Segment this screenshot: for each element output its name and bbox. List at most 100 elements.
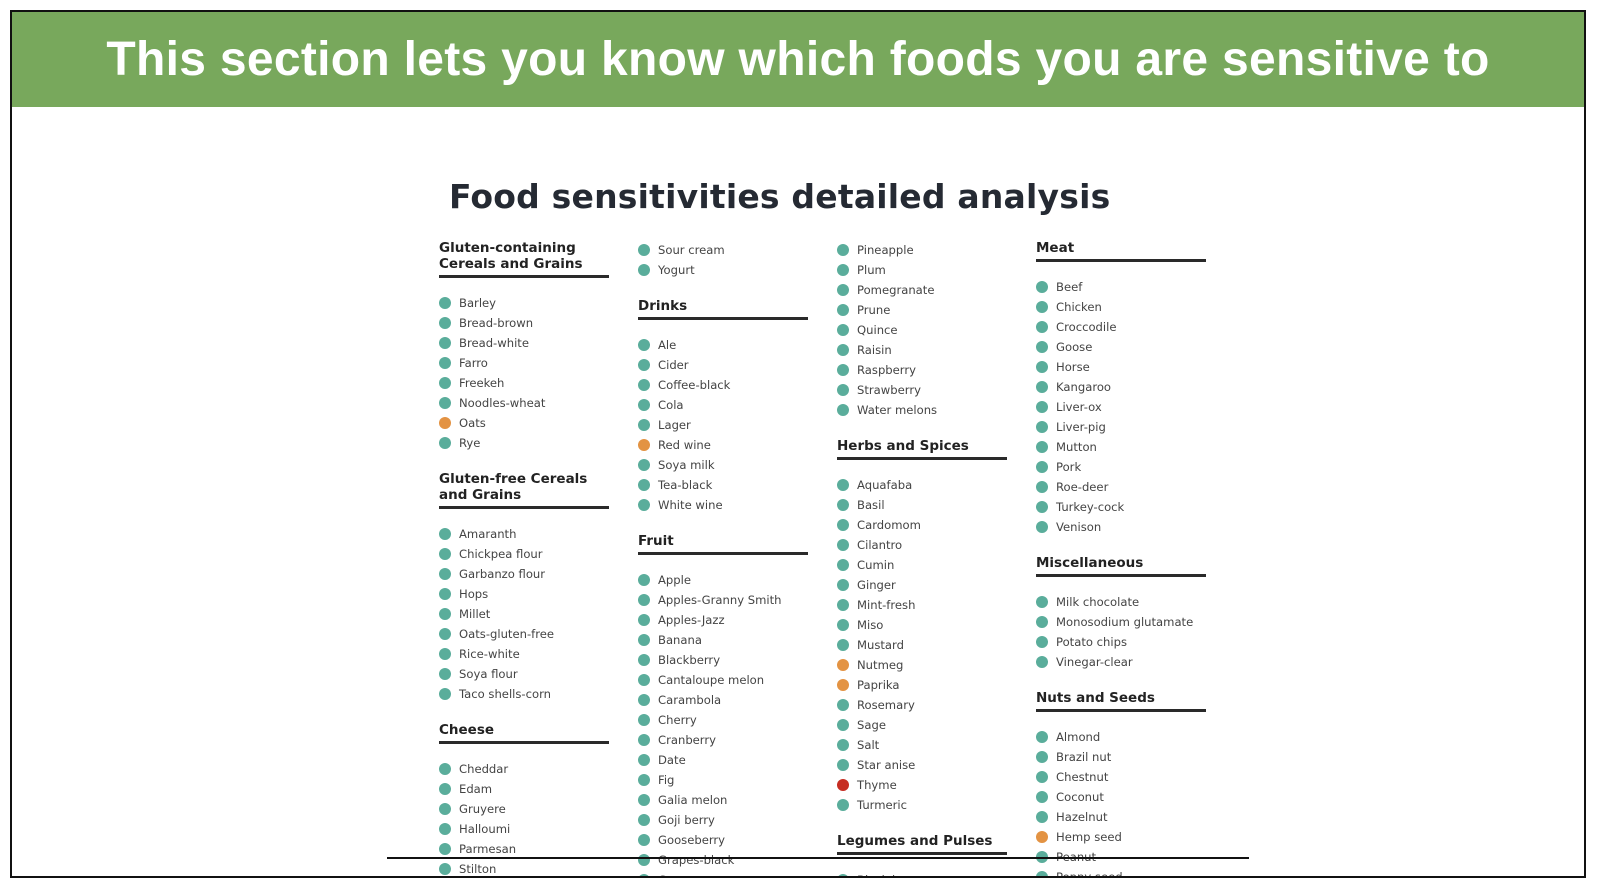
sensitivity-dot-icon <box>1036 441 1048 453</box>
sensitivity-dot-icon <box>1036 636 1048 648</box>
food-category: Nuts and Seeds Almond Brazil nut Chestnut Co… <box>1036 690 1216 876</box>
food-item-label: Brazil nut <box>1056 750 1112 764</box>
food-item-label: Turkey-cock <box>1056 500 1125 514</box>
sensitivity-dot-icon <box>638 339 650 351</box>
sensitivity-dot-icon <box>638 419 650 431</box>
food-item: Hops <box>439 584 619 604</box>
sensitivity-dot-icon <box>1036 656 1048 668</box>
sensitivity-dot-icon <box>439 803 451 815</box>
food-item-label: Paprika <box>857 678 900 692</box>
food-category: Cheese Cheddar Edam Gruyere Halloumi Parmesan… <box>439 722 619 876</box>
sensitivity-dot-icon <box>638 674 650 686</box>
sensitivity-dot-icon <box>1036 421 1048 433</box>
food-item: Roe-deer <box>1036 477 1216 497</box>
category-underline <box>439 506 609 509</box>
category-underline <box>439 741 609 744</box>
sensitivity-dot-icon <box>1036 401 1048 413</box>
food-item-label: Carambola <box>658 693 722 707</box>
sensitivity-dot-icon <box>439 608 451 620</box>
category-underline <box>439 275 609 278</box>
column-1: Gluten-containing Cereals and Grains Barl… <box>439 240 619 876</box>
food-item-label: Plum <box>857 263 886 277</box>
sensitivity-dot-icon <box>837 384 849 396</box>
food-item: Basil <box>837 495 1017 515</box>
sensitivity-dot-icon <box>439 437 451 449</box>
food-item-label: Liver-pig <box>1056 420 1106 434</box>
sensitivity-dot-icon <box>1036 281 1048 293</box>
column-3: Pineapple Plum Pomegranate Prune Quince Raisi… <box>837 240 1017 876</box>
category-title: Cheese <box>439 722 495 738</box>
sensitivity-dot-icon <box>439 357 451 369</box>
sensitivity-dot-icon <box>638 814 650 826</box>
sensitivity-dot-icon <box>638 734 650 746</box>
food-item: Horse <box>1036 357 1216 377</box>
food-item-label: Croccodile <box>1056 320 1117 334</box>
food-item-label: Taco shells-corn <box>459 687 551 701</box>
sensitivity-dot-icon <box>837 479 849 491</box>
sensitivity-dot-icon <box>837 779 849 791</box>
slide-frame: This section lets you know which foods y… <box>10 10 1586 878</box>
category-underline <box>837 852 1007 855</box>
food-item-label: Lager <box>658 418 691 432</box>
food-item-label: Fig <box>658 773 675 787</box>
food-item-label: Black beans <box>857 873 927 876</box>
sensitivity-dot-icon <box>1036 321 1048 333</box>
sensitivity-dot-icon <box>439 648 451 660</box>
food-item-label: Soya milk <box>658 458 715 472</box>
food-item-label: Hemp seed <box>1056 830 1122 844</box>
food-item: Hazelnut <box>1036 807 1216 827</box>
food-item: Grapes-black <box>638 850 818 870</box>
sensitivity-dot-icon <box>1036 596 1048 608</box>
food-item-label: Blackberry <box>658 653 721 667</box>
food-item-label: Basil <box>857 498 885 512</box>
sensitivity-dot-icon <box>439 417 451 429</box>
food-item: Amaranth <box>439 524 619 544</box>
food-item-label: Farro <box>459 356 488 370</box>
sensitivity-dot-icon <box>638 694 650 706</box>
sensitivity-dot-icon <box>1036 301 1048 313</box>
food-item: Turmeric <box>837 795 1017 815</box>
food-item-label: Pork <box>1056 460 1082 474</box>
food-item: Garbanzo flour <box>439 564 619 584</box>
food-item-label: Mustard <box>857 638 904 652</box>
food-item: Miso <box>837 615 1017 635</box>
sensitivity-dot-icon <box>1036 501 1048 513</box>
page-title: Food sensitivities detailed analysis <box>449 177 1111 216</box>
food-item-label: Tea-black <box>658 478 713 492</box>
sensitivity-dot-icon <box>837 659 849 671</box>
sensitivity-dot-icon <box>638 774 650 786</box>
food-item: Plum <box>837 260 1017 280</box>
food-item-label: Liver-ox <box>1056 400 1102 414</box>
sensitivity-dot-icon <box>1036 811 1048 823</box>
food-item: Galia melon <box>638 790 818 810</box>
sensitivity-dot-icon <box>439 668 451 680</box>
food-item: Cherry <box>638 710 818 730</box>
food-item: Croccodile <box>1036 317 1216 337</box>
food-item-label: Sage <box>857 718 886 732</box>
sensitivity-dot-icon <box>837 679 849 691</box>
food-item: Strawberry <box>837 380 1017 400</box>
food-item: Pork <box>1036 457 1216 477</box>
food-item: Banana <box>638 630 818 650</box>
sensitivity-dot-icon <box>1036 341 1048 353</box>
food-item: Oats-gluten-free <box>439 624 619 644</box>
food-item: Ginger <box>837 575 1017 595</box>
sensitivity-dot-icon <box>439 628 451 640</box>
food-item-label: Cola <box>658 398 684 412</box>
food-item: Tea-black <box>638 475 818 495</box>
food-item: Turkey-cock <box>1036 497 1216 517</box>
food-item-label: Rye <box>459 436 481 450</box>
sensitivity-dot-icon <box>837 739 849 751</box>
sensitivity-dot-icon <box>638 244 650 256</box>
sensitivity-dot-icon <box>1036 751 1048 763</box>
sensitivity-dot-icon <box>1036 381 1048 393</box>
food-item: Parmesan <box>439 839 619 859</box>
food-category: Miscellaneous Milk chocolate Monosodium gl… <box>1036 555 1216 672</box>
sensitivity-dot-icon <box>837 324 849 336</box>
sensitivity-dot-icon <box>638 614 650 626</box>
sensitivity-dot-icon <box>837 719 849 731</box>
food-item-label: Ginger <box>857 578 896 592</box>
sensitivity-dot-icon <box>837 519 849 531</box>
sensitivity-dot-icon <box>638 499 650 511</box>
food-item: Vinegar-clear <box>1036 652 1216 672</box>
